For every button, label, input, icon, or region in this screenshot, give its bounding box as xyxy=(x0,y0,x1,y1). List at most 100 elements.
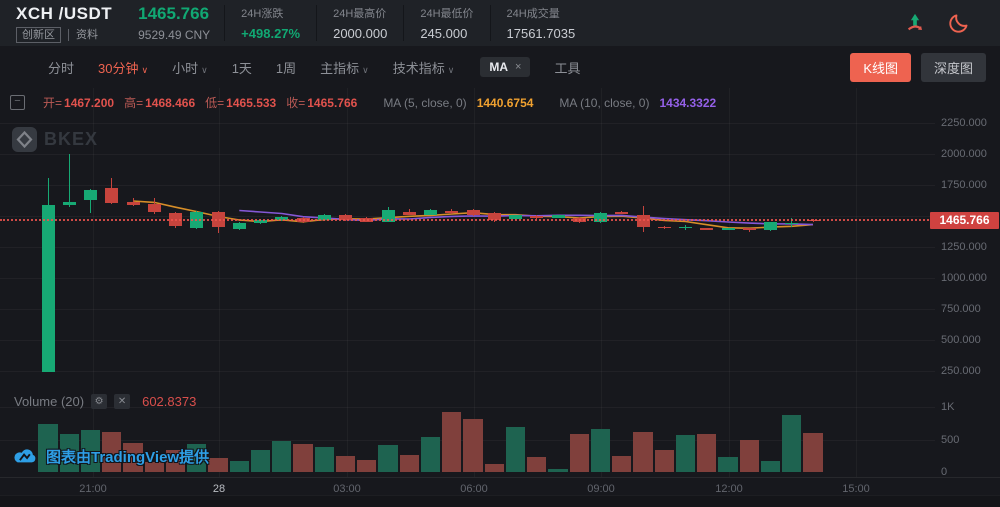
time-tick: 06:00 xyxy=(460,483,488,495)
volume-bar xyxy=(314,447,334,472)
chart-toolbar: 分时 30分钟 ∨ 小时 ∨ 1天 1周 主指标 ∨ 技术指标 ∨ MA × 工具 K线… xyxy=(0,46,1000,89)
price-tick: 250.000 xyxy=(941,365,981,377)
volume-bar xyxy=(144,462,164,472)
tech-indicator-menu[interactable]: 技术指标 ∨ xyxy=(392,60,455,76)
kline-chart-button[interactable]: K线图 xyxy=(850,52,911,82)
chevron-down-icon: ∨ xyxy=(201,64,208,75)
interval-1day[interactable]: 1天 xyxy=(231,60,252,76)
volume-tick: 1K xyxy=(941,401,955,413)
volume-bar xyxy=(59,433,79,472)
volume-bar xyxy=(229,460,249,472)
volume-bar xyxy=(442,411,462,472)
volume-bar xyxy=(399,455,419,472)
coin-info-link[interactable]: 资料 xyxy=(68,28,98,41)
volume-bar xyxy=(335,455,356,472)
last-price-tag: 1465.766 xyxy=(930,211,999,229)
volume-bar xyxy=(612,455,632,472)
volume-bar xyxy=(484,464,504,472)
volume-bar xyxy=(378,444,398,472)
close-icon[interactable]: ✕ xyxy=(114,394,131,409)
close-value: 1465.766 xyxy=(307,95,358,110)
price-tick: 1000.000 xyxy=(941,272,987,284)
chevron-down-icon: ∨ xyxy=(141,64,149,75)
time-axis[interactable]: 21:00 28 03:00 06:00 09:00 12:00 15:00 xyxy=(0,477,1000,496)
time-tick: 15:00 xyxy=(842,483,870,495)
time-tick: 28 xyxy=(212,483,226,495)
price-alert-trend-icon[interactable] xyxy=(904,12,926,34)
stat-high: 24H最高价 2000.000 xyxy=(316,5,403,41)
stat-volume: 24H成交量 17561.7035 xyxy=(489,5,592,41)
price-tick: 1750.000 xyxy=(941,179,987,191)
last-price-line xyxy=(0,219,933,222)
volume-bar xyxy=(633,431,653,472)
volume-bar xyxy=(357,459,377,472)
time-tick: 09:00 xyxy=(587,483,615,495)
ohlc-legend: − 开= 1467.200 高= 1468.466 低= 1465.533 收= 146… xyxy=(10,94,716,111)
chart-canvas[interactable]: 2250.000 2000.000 1750.000 1250.000 1000.000… xyxy=(0,88,1000,507)
time-tick: 03:00 xyxy=(333,483,361,495)
legend-collapse-icon[interactable]: − xyxy=(10,95,25,110)
moon-theme-icon[interactable] xyxy=(948,12,970,34)
volume-bar xyxy=(760,461,781,472)
ma-indicator-pill[interactable]: MA × xyxy=(480,57,531,77)
volume-legend: Volume (20) ⚙ ✕ 602.8373 xyxy=(14,394,196,409)
ma10-value: 1434.3322 xyxy=(659,95,717,110)
interval-hour[interactable]: 小时 ∨ xyxy=(172,60,208,76)
last-volume-value: 602.8373 xyxy=(142,394,197,409)
volume-bar xyxy=(739,440,759,472)
ma10-line xyxy=(239,209,814,226)
tools-menu[interactable]: 工具 xyxy=(554,60,581,76)
change-value: +498.27% xyxy=(241,26,301,41)
price-tick: 1250.000 xyxy=(941,241,987,253)
remove-ma-icon[interactable]: × xyxy=(515,61,522,73)
volume-bar xyxy=(569,433,589,472)
low-value: 1465.533 xyxy=(226,95,277,110)
page-title: XCH /USDT xyxy=(16,3,113,23)
time-tick: 21:00 xyxy=(79,483,107,495)
high-value: 1468.466 xyxy=(145,95,196,110)
volume-bar xyxy=(718,456,738,472)
interval-minute[interactable]: 分时 xyxy=(48,60,75,76)
interval-1week[interactable]: 1周 xyxy=(275,60,297,76)
last-price: 1465.766 xyxy=(138,4,210,23)
depth-chart-button[interactable]: 深度图 xyxy=(920,52,986,82)
volume-bar xyxy=(208,458,228,472)
open-value: 1467.200 xyxy=(64,95,115,110)
volume-bar xyxy=(782,414,802,472)
volume-bar xyxy=(505,426,526,472)
volume-bar xyxy=(463,419,483,472)
low-value: 245.000 xyxy=(420,26,468,41)
price-tick: 500.000 xyxy=(941,334,981,346)
volume-tick: 0 xyxy=(941,466,948,478)
volume-bar xyxy=(654,449,674,472)
volume-bar xyxy=(590,428,611,472)
stat-change: 24H涨跌 +498.27% xyxy=(224,5,316,41)
volume-bar xyxy=(420,436,441,472)
stat-low: 24H最低价 245.000 xyxy=(403,5,489,41)
ma10-label: MA (10, close, 0) xyxy=(559,95,650,110)
price-tick: 2000.000 xyxy=(941,148,987,160)
chevron-down-icon: ∨ xyxy=(447,64,455,75)
price-tick: 750.000 xyxy=(941,303,981,315)
volume-bar xyxy=(80,430,101,472)
volume-bar xyxy=(123,443,143,472)
price-block: 1465.766 9529.49 CNY xyxy=(138,4,210,42)
main-indicator-menu[interactable]: 主指标 ∨ xyxy=(320,60,369,76)
volume-title: Volume (20) xyxy=(14,394,85,409)
volume-bar xyxy=(250,449,271,472)
tradingview-attribution[interactable]: 图表由TradingView提供 xyxy=(12,446,209,467)
header: XCH /USDT 创新区 资料 1465.766 9529.49 CNY 24… xyxy=(0,0,1000,46)
interval-30min[interactable]: 30分钟 ∨ xyxy=(98,60,149,76)
volume-bar xyxy=(548,469,568,472)
tradingview-cloud-icon xyxy=(14,449,36,463)
volume-bar xyxy=(165,449,186,472)
volume-bar xyxy=(293,444,313,472)
time-tick: 12:00 xyxy=(715,483,743,495)
bottom-strip xyxy=(0,495,1000,507)
volume-bar xyxy=(697,433,717,472)
ma5-label: MA (5, close, 0) xyxy=(383,95,467,110)
24h-stats: 24H涨跌 +498.27% 24H最高价 2000.000 24H最低价 24… xyxy=(224,5,591,41)
market-zone-tag[interactable]: 创新区 xyxy=(16,26,61,43)
gear-icon[interactable]: ⚙ xyxy=(91,394,108,409)
volume-bar xyxy=(102,432,122,472)
